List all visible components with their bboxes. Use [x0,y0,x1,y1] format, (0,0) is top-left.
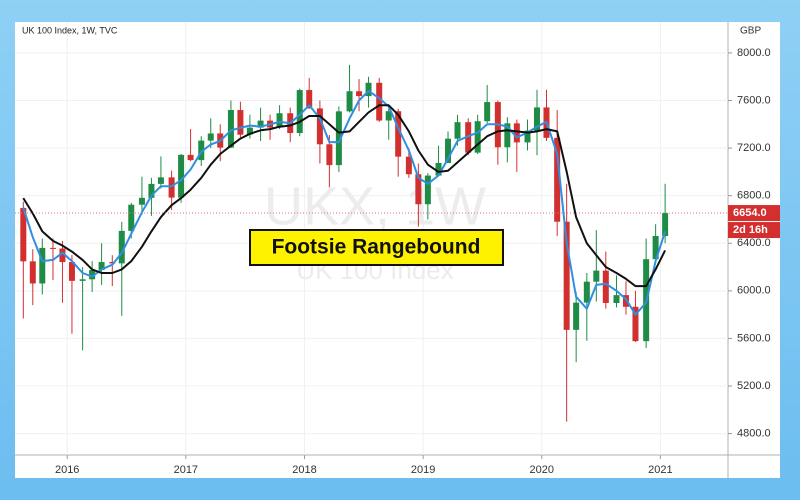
candle-body [39,247,46,284]
candle-body [68,262,75,281]
candle-body [187,154,194,161]
candle-body [118,230,125,264]
candle-body [148,183,155,198]
candle-body [445,138,452,163]
candle-body [593,270,600,282]
candle-body [454,122,461,139]
candle-body [533,107,540,131]
candle-body [257,120,264,128]
x-tick-label: 2017 [174,464,198,476]
candle-body [316,108,323,145]
candle-body [504,123,511,148]
candle-body [554,137,561,222]
y-tick-label: 7600.0 [737,94,771,106]
candle-body [207,133,214,141]
countdown: 2d 16h [733,224,768,236]
candle-body [49,247,56,249]
y-tick-label: 8000.0 [737,47,771,59]
candle-body [376,82,383,121]
candle-body [613,295,620,303]
candle-body [109,262,116,264]
candle-body [29,261,36,284]
last-price-label: 6654.0 [733,207,767,219]
candle-body [59,248,66,263]
candle-body [652,236,659,260]
candle-body [276,113,283,128]
candle-body [632,306,639,342]
candle-body [474,121,481,153]
candle-body [435,162,442,176]
candle-body [346,91,353,112]
candle-body [20,208,27,262]
annotation: Footsie Rangebound [272,236,481,259]
candle-body [326,144,333,166]
candle-body [602,270,609,303]
candle-body [237,110,244,135]
countdown-box [728,222,780,239]
plot [15,64,728,422]
y-tick-label: 5600.0 [737,332,771,344]
candle-body [128,204,135,231]
y-tick-label: 4800.0 [737,427,771,439]
x-tick-label: 2019 [411,464,435,476]
candle-body [583,281,590,303]
watermark: UKX, 1W [264,176,486,236]
y-tick-label: 5200.0 [737,380,771,392]
candle-body [79,279,86,281]
candle-body [246,127,253,135]
currency: GBP [740,26,761,37]
y-tick-label: 6800.0 [737,190,771,202]
x-tick-label: 2020 [529,464,553,476]
candle-body [424,175,431,205]
y-tick-label: 6400.0 [737,237,771,249]
candle-body [365,82,372,97]
candle-body [198,140,205,161]
candle-body [415,174,422,205]
candle-body [178,154,185,198]
candle-body [227,110,234,148]
moving-average [22,104,666,288]
candle-body [168,177,175,198]
moving-average [22,90,667,316]
candle-body [513,123,520,143]
candle-body [356,91,363,97]
x-tick-label: 2018 [292,464,316,476]
candle-body [563,221,570,330]
axes: 4800.0 5200.0 5600.0 6000.0 6400.0 6800.0 7200… [55,47,780,476]
chart-title: UK 100 Index, 1W, TVC [22,25,118,35]
annotation-box [249,229,504,266]
candle-body [484,102,491,122]
candle-body [306,90,313,109]
candle-body [157,177,164,184]
candle-body [335,111,342,166]
candle-body [465,122,472,153]
candle-body [98,262,105,271]
y-tick-label: 7200.0 [737,142,771,154]
candle-body [405,156,412,175]
x-tick-label: 2021 [648,464,672,476]
candle-body [89,270,96,280]
candle-body [573,302,580,330]
x-tick-label: 2016 [55,464,79,476]
candle-body [385,111,392,121]
candle-body [395,111,402,157]
candle-body [662,213,669,237]
last-price-box [728,205,780,222]
y-tick-label: 6000.0 [737,285,771,297]
candle-body [524,130,531,143]
candle-body [296,90,303,133]
candle-body [138,197,145,205]
